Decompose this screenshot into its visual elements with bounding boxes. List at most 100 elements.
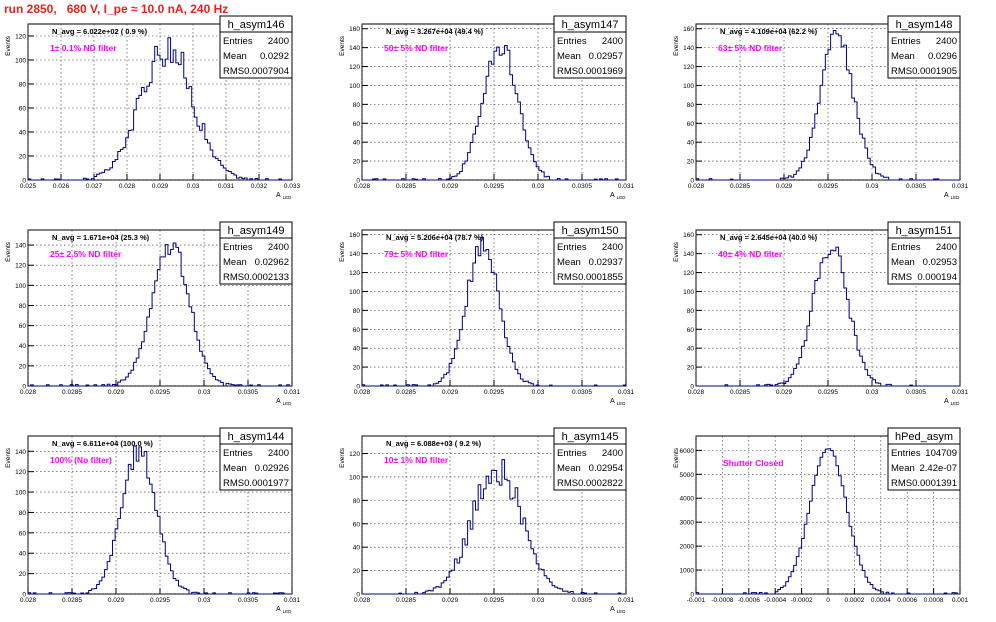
- x-tick-label: 0.0285: [62, 597, 82, 604]
- stats-value: 0.02953: [923, 257, 957, 268]
- histogram-line: [696, 246, 960, 387]
- x-tick-label: 0.0285: [396, 389, 416, 396]
- x-tick-label: 0.029: [108, 597, 125, 604]
- y-tick-label: 0: [690, 384, 694, 391]
- x-tick-label: 0.0295: [150, 389, 170, 396]
- stats-label: Entries: [557, 448, 587, 459]
- y-tick-label: 40: [353, 140, 361, 147]
- stats-value: 0.0001391: [912, 478, 957, 489]
- y-tick-label: 140: [15, 449, 26, 456]
- filter-label: 100% (No filter): [50, 455, 112, 465]
- stats-label: RMS: [891, 66, 912, 77]
- y-tick-label: 100: [349, 83, 360, 90]
- histogram-name: h_asym146: [228, 19, 285, 31]
- stats-value: 0.02962: [255, 257, 289, 268]
- y-tick-label: 140: [683, 45, 694, 52]
- y-axis-label: Events: [5, 447, 12, 468]
- y-tick-label: 100: [15, 490, 26, 497]
- y-tick-label: 20: [19, 154, 27, 161]
- stats-label: Entries: [891, 36, 921, 47]
- x-tick-label: 0.029: [442, 597, 459, 604]
- x-tick-label: 0.0305: [238, 389, 258, 396]
- y-tick-label: 80: [353, 308, 361, 315]
- stats-label: Entries: [557, 36, 587, 47]
- stats-box: [219, 427, 293, 491]
- n-avg-annotation: N_avg = 6.022e+02 ( 0.9 %): [52, 27, 148, 36]
- x-tick-label: 0.031: [284, 389, 301, 396]
- y-tick-label: 1000: [680, 568, 695, 575]
- y-tick-label: 100: [15, 283, 26, 290]
- n-avg-annotation: N_avg = 6.611e+04 (100.0 %): [52, 439, 153, 448]
- y-axis-label: Events: [673, 241, 680, 262]
- stats-value: 2400: [602, 242, 623, 253]
- y-tick-label: 0: [356, 592, 360, 599]
- y-tick-label: 80: [353, 102, 361, 109]
- y-tick-label: 120: [683, 270, 694, 277]
- y-tick-label: 0: [22, 178, 26, 185]
- y-tick-label: 6000: [680, 448, 695, 455]
- x-tick-label: 0.0295: [484, 597, 504, 604]
- y-tick-label: 100: [349, 474, 360, 481]
- y-axis-label: Events: [673, 447, 680, 468]
- histogram-name: h_asym145: [562, 431, 619, 443]
- stats-label: Mean: [891, 463, 915, 474]
- x-tick-label: 0.0285: [396, 183, 416, 190]
- stats-value: 0.02937: [589, 257, 623, 268]
- x-tick-label: 0.0295: [484, 183, 504, 190]
- y-tick-label: 0: [690, 592, 694, 599]
- histogram-panel: 0.028 0.0285 0.029 0.0295 0.03 0.0305 0.031 0 20…: [5, 427, 301, 614]
- y-tick-label: 80: [687, 308, 695, 315]
- x-tick-label: 0.029: [442, 389, 459, 396]
- y-tick-label: 160: [349, 232, 360, 239]
- x-tick-label: 0.03: [198, 597, 211, 604]
- stats-label: RMS: [891, 478, 912, 489]
- y-tick-label: 40: [687, 140, 695, 147]
- y-tick-label: 80: [353, 498, 361, 505]
- y-tick-label: 20: [19, 363, 27, 370]
- x-tick-label: 0.029: [108, 389, 125, 396]
- x-tick-label: 0.025: [20, 183, 37, 190]
- filter-label: 25± 2.5% ND filter: [50, 249, 122, 259]
- n-avg-annotation: N_avg = 3.267e+04 (49.4 %): [386, 27, 484, 36]
- y-tick-label: 140: [683, 251, 694, 258]
- histogram-name: h_asym147: [562, 19, 619, 31]
- x-axis-label: A LED: [944, 398, 960, 406]
- y-tick-label: 100: [15, 58, 26, 65]
- histogram-line: [27, 445, 292, 595]
- y-axis-label: Events: [339, 241, 346, 262]
- x-tick-label: 0.028: [354, 597, 371, 604]
- x-tick-label: 0.028: [354, 183, 371, 190]
- y-tick-label: 40: [19, 551, 27, 558]
- histogram-line: [28, 242, 292, 387]
- y-axis-label: Events: [5, 241, 12, 262]
- x-tick-label: -0.0004: [764, 597, 786, 604]
- plot-frame: [27, 229, 293, 387]
- stats-value: 0.000194: [917, 272, 957, 283]
- x-tick-label: 0.0295: [818, 389, 838, 396]
- y-tick-label: 40: [19, 343, 27, 350]
- x-tick-label: 0.03: [198, 389, 211, 396]
- y-tick-label: 120: [349, 451, 360, 458]
- stats-value: 0.0296: [928, 51, 957, 62]
- stats-label: Mean: [557, 463, 581, 474]
- x-tick-label: 0.03: [532, 183, 545, 190]
- stats-value: 0.02926: [255, 463, 289, 474]
- histogram-line: [695, 448, 960, 595]
- y-tick-label: 120: [15, 469, 26, 476]
- y-tick-label: 4000: [680, 496, 695, 503]
- y-tick-label: 20: [687, 159, 695, 166]
- filter-label: 63± 5% ND filter: [718, 43, 783, 53]
- x-tick-label: 0.0002: [844, 597, 864, 604]
- stats-label: RMS: [223, 272, 244, 283]
- x-tick-label: 0.028: [688, 389, 705, 396]
- y-tick-label: 160: [683, 26, 694, 33]
- x-tick-label: 0.026: [53, 183, 70, 190]
- stats-value: 0.02957: [589, 51, 623, 62]
- histogram-line: [361, 236, 627, 387]
- y-tick-label: 20: [19, 571, 27, 578]
- x-tick-label: 0.0285: [730, 389, 750, 396]
- stats-box: [887, 15, 961, 79]
- n-avg-annotation: N_avg = 5.206e+04 (78.7 %): [386, 233, 484, 242]
- stats-value: 0.0001905: [912, 66, 957, 77]
